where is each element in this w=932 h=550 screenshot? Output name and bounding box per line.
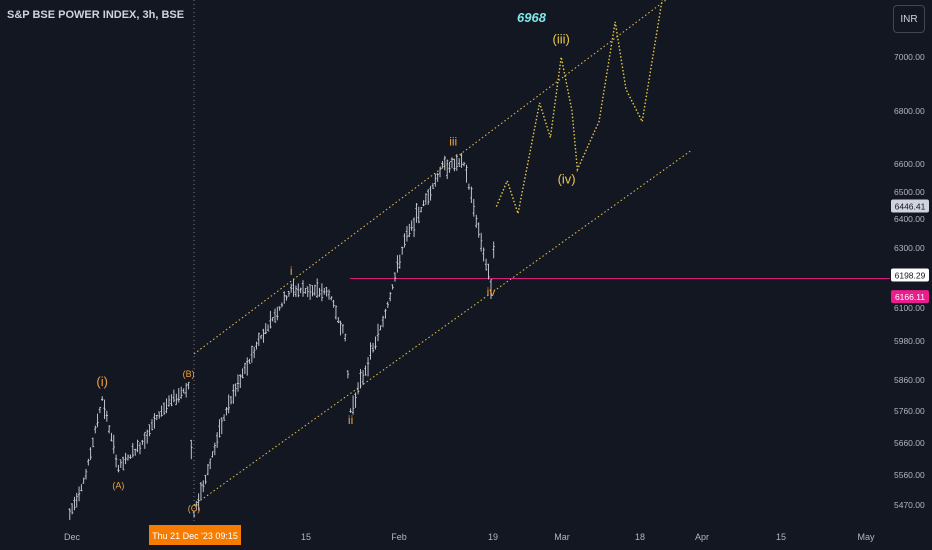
price-tag-text: 6166.11 [895, 292, 925, 302]
wave-label: (i) [96, 374, 108, 389]
channel-upper-line [193, 0, 667, 355]
level-top-price-tag: 6198.29 [891, 268, 929, 282]
wave-label: iii [449, 134, 457, 148]
y-tick-label: 6500.00 [894, 187, 925, 197]
y-tick-label: 6800.00 [894, 106, 925, 116]
projection-path [495, 0, 663, 217]
y-tick-label: 5760.00 [894, 406, 925, 416]
wave-label: i [290, 264, 293, 278]
currency-button[interactable]: INR [893, 5, 925, 33]
channel-lower-line [193, 150, 692, 506]
y-tick-label: 5860.00 [894, 375, 925, 385]
crosshair-time-text: Thu 21 Dec '23 09:15 [152, 531, 238, 541]
x-tick-label: Dec [64, 532, 81, 542]
wave-label: (iv) [558, 172, 576, 187]
x-tick-label: Feb [391, 532, 407, 542]
wave-label: (iii) [553, 32, 570, 47]
wave-label: iv [487, 285, 496, 299]
y-tick-label: 5470.00 [894, 500, 925, 510]
y-tick-label: 6600.00 [894, 159, 925, 169]
price-tag-text: 6446.41 [895, 201, 926, 211]
x-tick-label: May [857, 532, 875, 542]
wave-label: (C) [188, 504, 201, 514]
x-tick-label: Apr [695, 532, 709, 542]
x-tick-label: 15 [776, 532, 786, 542]
y-tick-label: 6100.00 [894, 303, 925, 313]
x-tick-label: 15 [301, 532, 311, 542]
wave-label: (B) [183, 369, 195, 379]
x-tick-label: 19 [488, 532, 498, 542]
level-bottom-price-tag: 6166.11 [891, 290, 929, 304]
x-tick-label: Mar [554, 532, 570, 542]
wave-label: ii [348, 413, 353, 427]
current-price-tag: 6446.41 [891, 199, 929, 213]
wave-label: (A) [112, 480, 124, 490]
x-tick-label: 18 [635, 532, 645, 542]
y-tick-label: 7000.00 [894, 52, 925, 62]
price-tag-text: 6198.29 [895, 271, 926, 281]
overlay-number: 6968 [517, 10, 546, 25]
crosshair-time-label: Thu 21 Dec '23 09:15 [149, 525, 241, 545]
y-tick-label: 5660.00 [894, 438, 925, 448]
y-tick-label: 6400.00 [894, 214, 925, 224]
chart-title: S&P BSE POWER INDEX, 3h, BSE [7, 9, 185, 21]
y-tick-label: 6300.00 [894, 243, 925, 253]
y-tick-label: 5980.00 [894, 336, 925, 346]
y-tick-label: 5560.00 [894, 470, 925, 480]
